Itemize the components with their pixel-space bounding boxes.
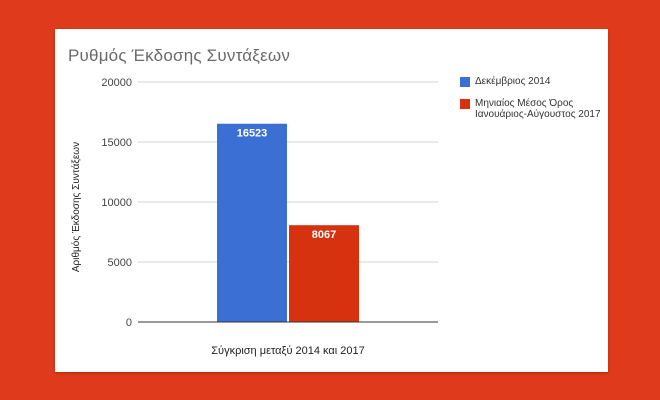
y-tick-label-0: 0	[126, 317, 132, 329]
x-axis-label: Σύγκριση μεταξύ 2014 και 2017	[211, 345, 365, 357]
chart-title: Ρυθμός Έκδοσης Συντάξεων	[68, 46, 291, 65]
bar-series-0	[217, 123, 287, 322]
legend-label-1: Μηνιαίος Μέσος Όρος Ιανουάριος-Αύγουστος…	[475, 98, 601, 120]
legend-label-0: Δεκέμβριος 2014	[475, 76, 551, 87]
bar-series-1	[289, 225, 359, 322]
legend-swatch-1	[460, 99, 470, 109]
legend-swatch-0	[460, 77, 470, 87]
legend-item-0: Δεκέμβριος 2014	[460, 76, 625, 87]
y-tick-label-3: 15000	[101, 137, 132, 149]
bar-label-0: 16523	[237, 128, 268, 140]
y-tick-label-4: 20000	[101, 77, 132, 89]
y-tick-label-1: 5000	[108, 257, 132, 269]
bar-chart: 0 5000 10000 15000 20000 16523 8067 Αριθμός Έ…	[70, 77, 438, 357]
bar-label-1: 8067	[312, 229, 336, 241]
chart-card: Ρυθμός Έκδοσης Συντάξεων 0 5000 10000 15000…	[55, 29, 608, 372]
y-axis-label: Αριθμός Έκδοσης Συντάξεων	[70, 142, 82, 272]
legend-item-1: Μηνιαίος Μέσος Όρος Ιανουάριος-Αύγουστος…	[460, 98, 625, 120]
y-tick-label-2: 10000	[101, 197, 132, 209]
